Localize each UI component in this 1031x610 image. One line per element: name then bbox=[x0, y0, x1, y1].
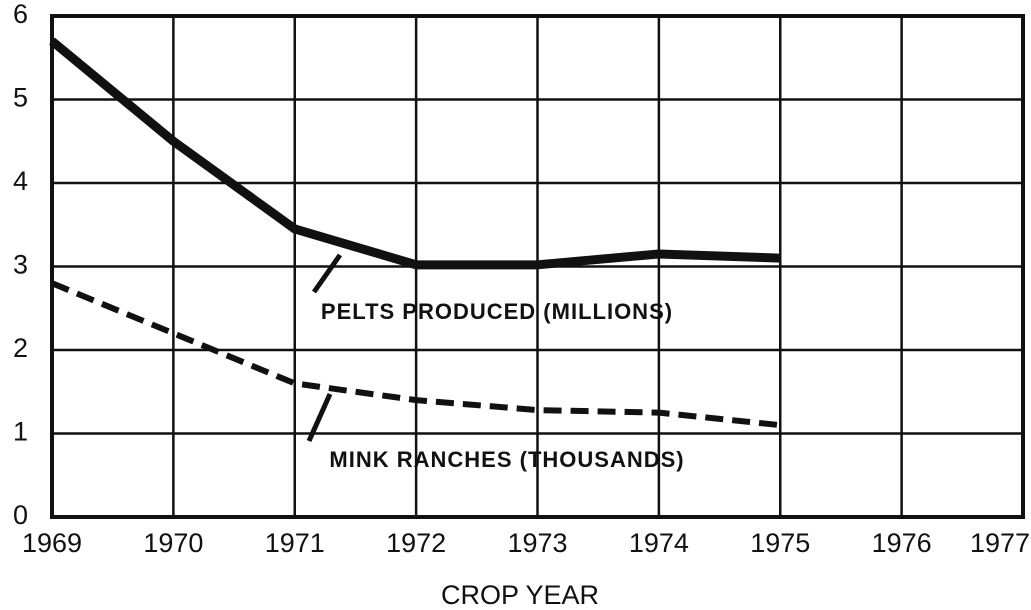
series-annotation: MINK RANCHES (THOUSANDS) bbox=[329, 447, 684, 472]
y-tick-label: 2 bbox=[13, 333, 28, 363]
series-line bbox=[50, 280, 781, 429]
y-tick-label: 5 bbox=[13, 83, 28, 113]
plot-frame bbox=[50, 14, 1025, 519]
x-tick-label: 1973 bbox=[507, 528, 567, 558]
x-tick-label: 1977 bbox=[970, 528, 1030, 558]
y-tick-label: 1 bbox=[13, 417, 28, 447]
y-tick-label: 3 bbox=[13, 250, 28, 280]
series-line bbox=[49, 37, 781, 270]
x-tick-label: 1974 bbox=[629, 528, 689, 558]
x-tick-label: 1972 bbox=[386, 528, 446, 558]
x-tick-label: 1969 bbox=[22, 528, 82, 558]
x-tick-label: 1971 bbox=[265, 528, 325, 558]
series-annotation: PELTS PRODUCED (MILLIONS) bbox=[321, 299, 673, 324]
x-tick-label: 1970 bbox=[143, 528, 203, 558]
x-tick-label: 1975 bbox=[750, 528, 810, 558]
x-tick-label: 1976 bbox=[872, 528, 932, 558]
x-axis-title: CROP YEAR bbox=[441, 580, 599, 610]
pointer bbox=[311, 253, 343, 294]
y-tick-label: 4 bbox=[13, 166, 28, 196]
y-tick-label: 6 bbox=[13, 0, 28, 29]
y-tick-label: 0 bbox=[13, 500, 28, 530]
